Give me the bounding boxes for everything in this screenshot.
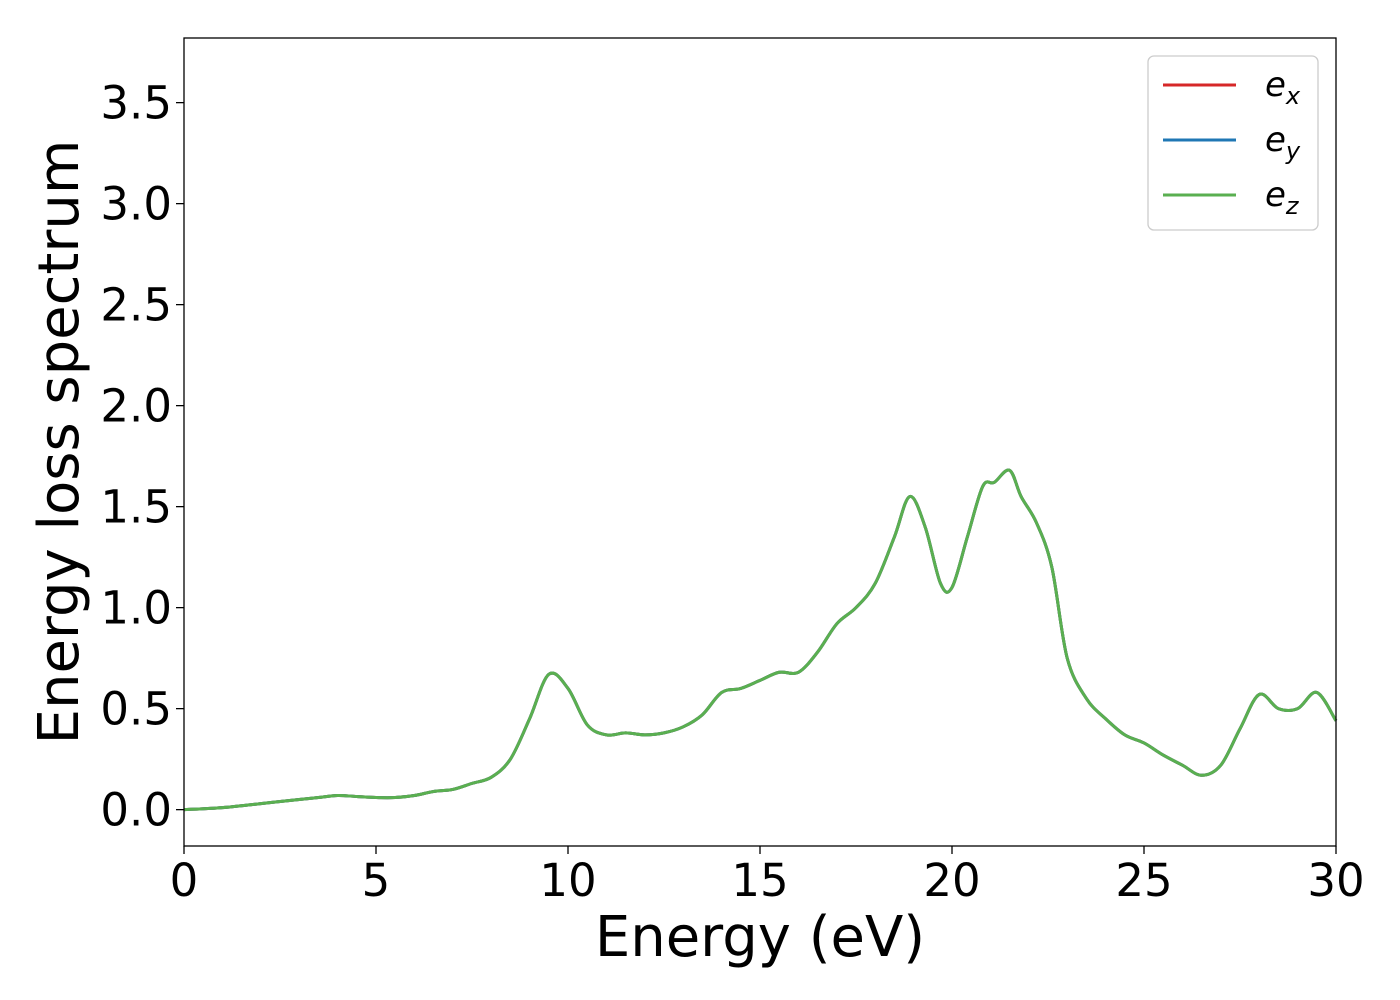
legend-label-sub: z <box>1285 192 1300 220</box>
x-tick-label: 5 <box>362 854 391 907</box>
x-axis-title: Energy (eV) <box>595 905 925 970</box>
legend-label-sub: x <box>1285 82 1301 110</box>
series-layer <box>183 468 1338 812</box>
x-tick-label: 25 <box>1115 854 1172 907</box>
x-axis: 0 5 10 15 20 25 30 <box>170 846 1365 907</box>
x-tick-label: 15 <box>731 854 788 907</box>
y-tick-label: 2.5 <box>100 279 172 332</box>
legend-label-main: e <box>1265 65 1286 105</box>
y-tick-label: 1.5 <box>100 481 172 534</box>
y-tick-label: 3.0 <box>100 178 172 231</box>
legend-label-main: e <box>1265 175 1286 215</box>
legend-box <box>1147 55 1319 231</box>
x-tick-label: 20 <box>923 854 980 907</box>
series-line-e_x <box>183 468 1338 812</box>
x-tick-label: 0 <box>170 854 199 907</box>
legend-label-sub: y <box>1285 137 1301 165</box>
y-axis-title: Energy loss spectrum <box>27 140 92 745</box>
y-tick-label: 1.0 <box>100 582 172 635</box>
series-line-e_z <box>183 468 1338 812</box>
legend-label-e_x: ex <box>1265 65 1301 110</box>
y-tick-label: 2.0 <box>100 380 172 433</box>
y-tick-label: 0.5 <box>100 683 172 736</box>
legend-label-main: e <box>1265 120 1286 160</box>
y-tick-label: 0.0 <box>100 784 172 837</box>
x-tick-label: 10 <box>539 854 596 907</box>
x-tick-label: 30 <box>1307 854 1364 907</box>
y-tick-label: 3.5 <box>100 77 172 130</box>
y-axis: 0.0 0.5 1.0 1.5 2.0 2.5 3.0 3.5 <box>100 77 184 837</box>
legend-label-e_y: ey <box>1265 120 1301 165</box>
legend-label-e_z: ez <box>1265 175 1300 220</box>
series-line-e_y <box>183 468 1338 812</box>
